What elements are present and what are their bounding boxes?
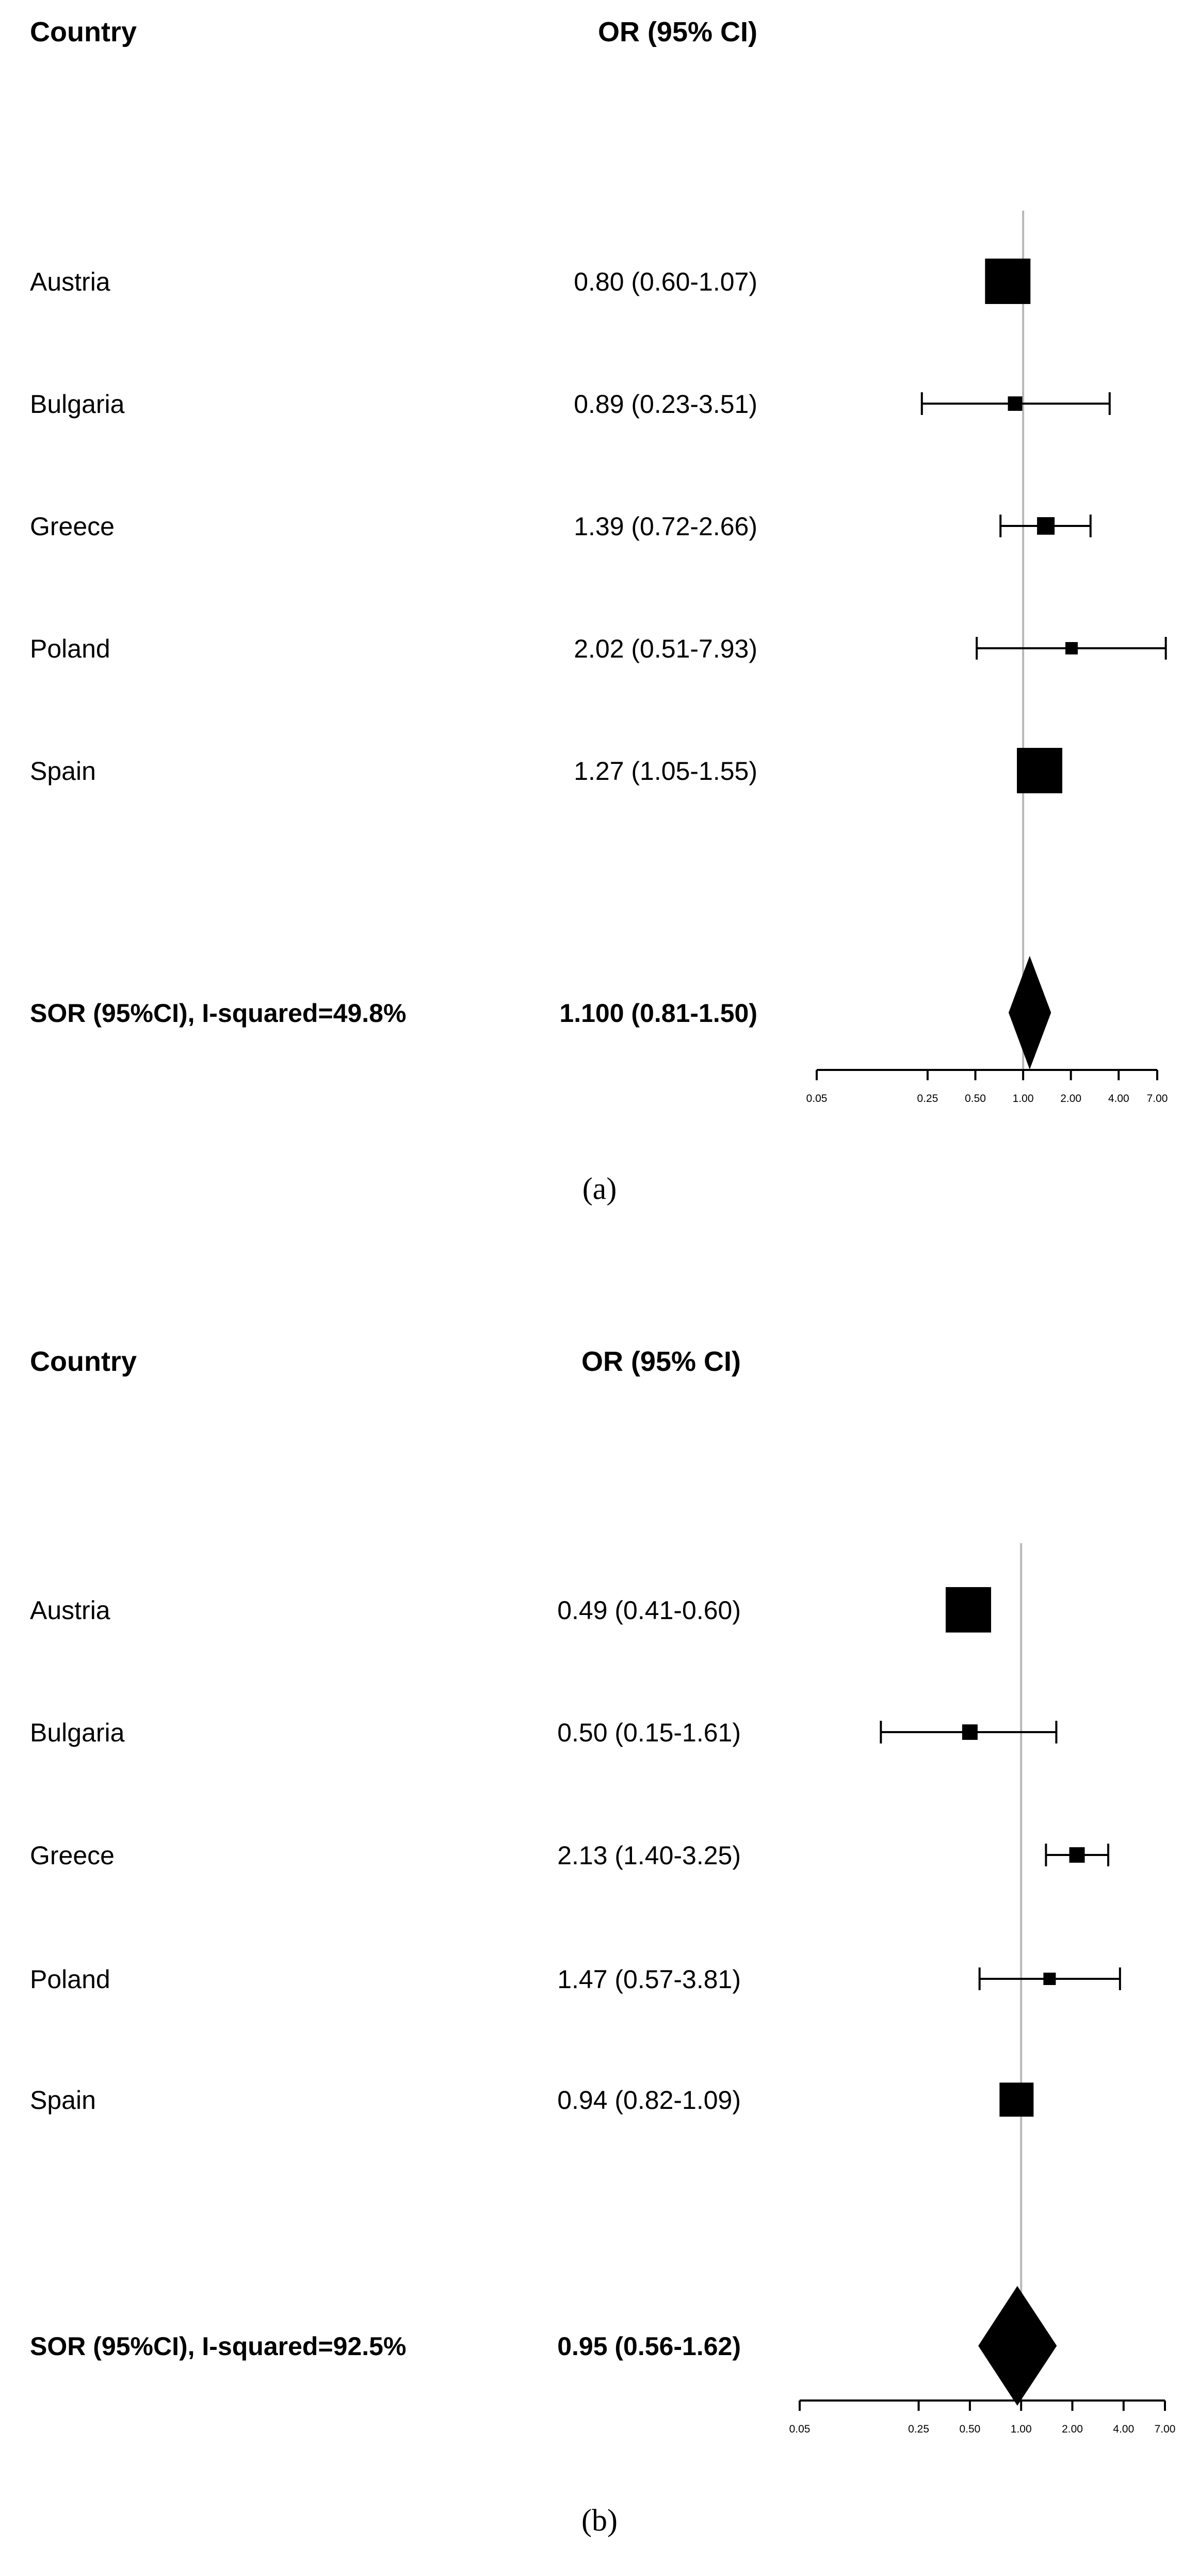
- panel-a-point-greece: [1037, 517, 1055, 535]
- panel-b-header-or: OR (95% CI): [581, 1346, 741, 1377]
- panel-b-x-tick-label-3: 1.00: [1011, 2423, 1032, 2435]
- panel-b-row-or-greece: 2.13 (1.40-3.25): [557, 1841, 741, 1870]
- panel-b-row-country-spain: Spain: [30, 2086, 96, 2115]
- panel-a-x-tick-label-5: 4.00: [1108, 1093, 1129, 1105]
- panel-a-row-country-spain: Spain: [30, 757, 96, 786]
- panel-a-row-country-greece: Greece: [30, 512, 115, 541]
- panel-b-row-or-bulgaria: 0.50 (0.15-1.61): [557, 1718, 741, 1747]
- panel-a-point-bulgaria: [1008, 396, 1023, 411]
- panel-a-summary-label: SOR (95%CI), I-squared=49.8%: [30, 999, 406, 1028]
- panel-a-row-country-austria: Austria: [30, 267, 110, 296]
- panel-b-point-greece: [1069, 1847, 1085, 1863]
- panel-b-point-austria: [946, 1587, 992, 1633]
- panel-b-point-poland: [1043, 1973, 1056, 1985]
- panel-a-summary-or: 1.100 (0.81-1.50): [559, 999, 757, 1028]
- panel-a-point-spain: [1017, 748, 1063, 793]
- panel-b-row-country-bulgaria: Bulgaria: [30, 1718, 125, 1747]
- panel-b-x-tick-label-2: 0.50: [959, 2423, 980, 2435]
- panel-b-x-tick-label-1: 0.25: [908, 2423, 929, 2435]
- panel-a-x-tick-label-4: 2.00: [1060, 1093, 1081, 1105]
- panel-b-point-bulgaria: [962, 1724, 978, 1740]
- panel-a-row-country-poland: Poland: [30, 634, 110, 663]
- panel-a-row-or-greece: 1.39 (0.72-2.66): [574, 512, 757, 541]
- panel-a-x-tick-label-2: 0.50: [965, 1093, 986, 1105]
- panel-a-point-poland: [1065, 642, 1078, 654]
- panel-b-row-country-poland: Poland: [30, 1965, 110, 1994]
- panel-a-row-or-austria: 0.80 (0.60-1.07): [574, 267, 757, 296]
- panel-b-summary-diamond: [978, 2286, 1057, 2406]
- panel-b-row-or-poland: 1.47 (0.57-3.81): [557, 1965, 741, 1994]
- panel-b-row-country-greece: Greece: [30, 1841, 115, 1870]
- panel-a-header-country: Country: [30, 17, 137, 47]
- panel-b-row-country-austria: Austria: [30, 1596, 110, 1625]
- panel-a-x-tick-label-6: 7.00: [1147, 1093, 1168, 1105]
- panel-a-row-or-poland: 2.02 (0.51-7.93): [574, 634, 757, 663]
- panel-b-x-tick-label-6: 7.00: [1155, 2423, 1176, 2435]
- panel-a-row-or-bulgaria: 0.89 (0.23-3.51): [574, 390, 757, 419]
- panel-a-row-country-bulgaria: Bulgaria: [30, 390, 125, 419]
- panel-b-caption: (b): [581, 2503, 618, 2537]
- panel-b-summary-or: 0.95 (0.56-1.62): [557, 2332, 741, 2361]
- panel-a-x-tick-label-0: 0.05: [806, 1093, 828, 1105]
- panel-b-point-spain: [999, 2083, 1034, 2117]
- panel-a-summary-diamond: [1008, 956, 1051, 1069]
- panel-b-x-tick-label-5: 4.00: [1113, 2423, 1134, 2435]
- panel-b-x-tick-label-0: 0.05: [789, 2423, 811, 2435]
- panel-b-summary-label: SOR (95%CI), I-squared=92.5%: [30, 2332, 406, 2361]
- panel-b-header-country: Country: [30, 1346, 137, 1377]
- panel-b-x-tick-label-4: 2.00: [1062, 2423, 1083, 2435]
- panel-b-row-or-spain: 0.94 (0.82-1.09): [557, 2086, 741, 2115]
- panel-a-x-tick-label-3: 1.00: [1013, 1093, 1034, 1105]
- panel-a-x-tick-label-1: 0.25: [917, 1093, 938, 1105]
- panel-a-header-or: OR (95% CI): [598, 17, 757, 47]
- panel-a-caption: (a): [582, 1172, 617, 1206]
- panel-b-row-or-austria: 0.49 (0.41-0.60): [557, 1596, 741, 1625]
- panel-a-point-austria: [985, 259, 1031, 304]
- panel-a-row-or-spain: 1.27 (1.05-1.55): [574, 757, 757, 786]
